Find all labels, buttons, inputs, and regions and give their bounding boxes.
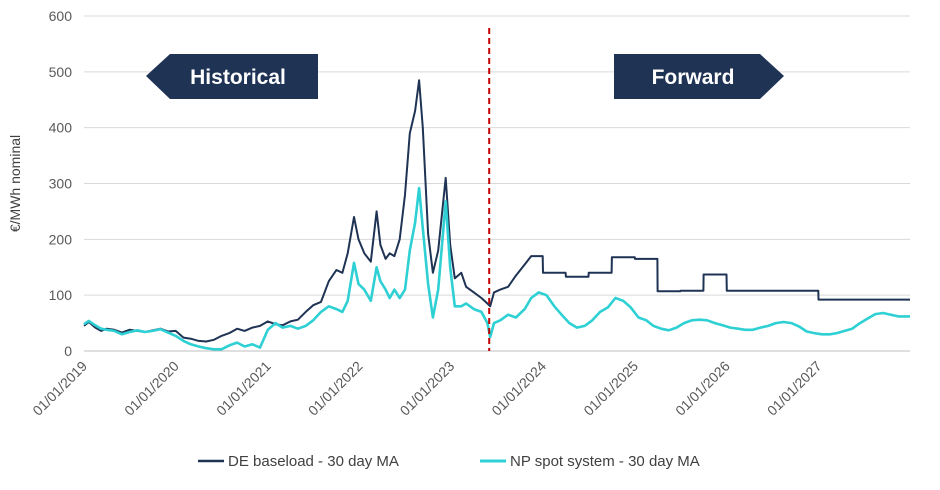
x-tick-label: 01/01/2023 [397, 358, 458, 419]
forward-banner: Forward [614, 54, 784, 99]
x-tick-label: 01/01/2025 [580, 358, 641, 419]
historical-arrow-shape [146, 54, 318, 99]
x-tick-label: 01/01/2022 [305, 358, 366, 419]
historical-label: Historical [190, 66, 286, 89]
legend-label-np-spot: NP spot system - 30 day MA [510, 453, 700, 470]
y-tick-label: 500 [49, 64, 73, 80]
x-tick-label: 01/01/2027 [764, 358, 825, 419]
y-tick-label: 600 [49, 8, 73, 24]
forward-label: Forward [652, 66, 735, 89]
series-line-1 [83, 186, 910, 351]
legend-label-de-baseload: DE baseload - 30 day MA [228, 453, 399, 470]
y-tick-label: 0 [64, 343, 72, 359]
x-tick-label: 01/01/2019 [29, 358, 90, 419]
historical-banner: Historical [146, 54, 318, 99]
y-axis-label: €/MWh nominal [7, 135, 23, 232]
forward-arrow-shape [614, 54, 784, 99]
y-tick-label: 200 [49, 231, 73, 247]
series-lines [83, 79, 910, 351]
y-tick-label: 400 [49, 120, 73, 136]
x-tick-label: 01/01/2021 [213, 358, 274, 419]
series-line-0 [83, 79, 910, 343]
legend: DE baseload - 30 day MA NP spot system -… [198, 453, 700, 470]
y-tick-label: 300 [49, 176, 73, 192]
y-axis-ticks: 0 100 200 300 400 500 600 [49, 8, 73, 359]
x-tick-label: 01/01/2020 [121, 358, 182, 419]
x-tick-label: 01/01/2024 [488, 358, 549, 419]
y-tick-label: 100 [49, 287, 73, 303]
x-axis-ticks: 01/01/2019 01/01/2020 01/01/2021 01/01/2022… [29, 358, 825, 419]
x-tick-label: 01/01/2026 [672, 358, 733, 419]
